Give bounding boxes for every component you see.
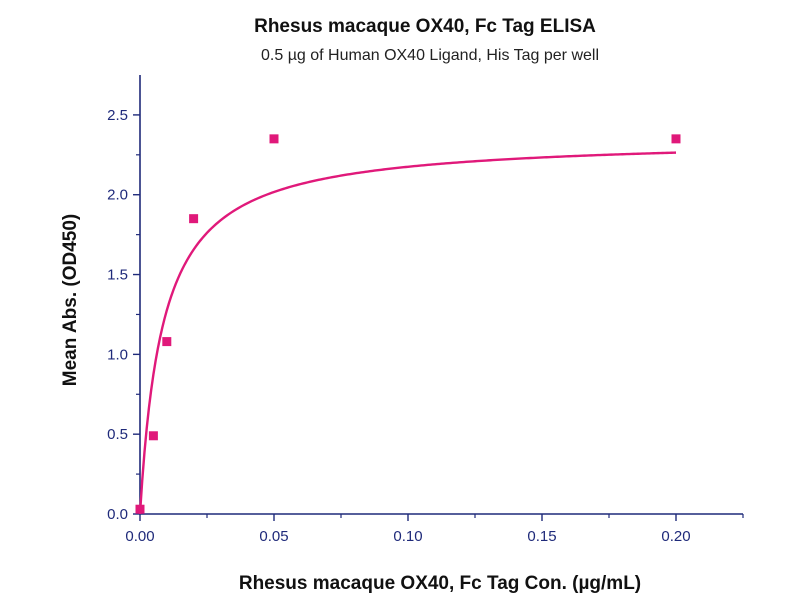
- x-axis-label: Rhesus macaque OX40, Fc Tag Con. (µg/mL): [239, 573, 641, 594]
- y-axis-label: Mean Abs. (OD450): [60, 214, 81, 386]
- data-point: [269, 134, 279, 144]
- fit-curve: [138, 151, 677, 515]
- data-point: [671, 134, 681, 144]
- data-point: [135, 504, 145, 514]
- y-tick-label: 0.5: [107, 426, 128, 443]
- x-tick-label: 0.20: [661, 528, 690, 545]
- fit-curve-layer: [138, 151, 677, 515]
- data-point: [162, 337, 172, 347]
- x-tick-label: 0.05: [259, 528, 288, 545]
- axes: [139, 75, 743, 515]
- data-point: [148, 431, 158, 441]
- x-tick-label: 0.10: [393, 528, 422, 545]
- chart-subtitle: 0.5 µg of Human OX40 Ligand, His Tag per…: [261, 47, 599, 64]
- data-points-layer: [135, 134, 681, 514]
- data-point: [189, 214, 199, 224]
- x-ticks: 0.00 0.05 0.10 0.15 0.20: [125, 514, 744, 545]
- y-tick-label: 1.5: [107, 267, 128, 284]
- y-tick-label: 1.0: [107, 346, 128, 363]
- y-ticks: 0.0 0.5 1.0 1.5 2.0 2.5: [107, 107, 140, 523]
- x-tick-label: 0.00: [125, 528, 154, 545]
- y-tick-label: 2.0: [107, 187, 128, 204]
- x-tick-label: 0.15: [527, 528, 556, 545]
- chart-title: Rhesus macaque OX40, Fc Tag ELISA: [254, 16, 596, 37]
- y-tick-label: 0.0: [107, 506, 128, 523]
- y-tick-label: 2.5: [107, 107, 128, 124]
